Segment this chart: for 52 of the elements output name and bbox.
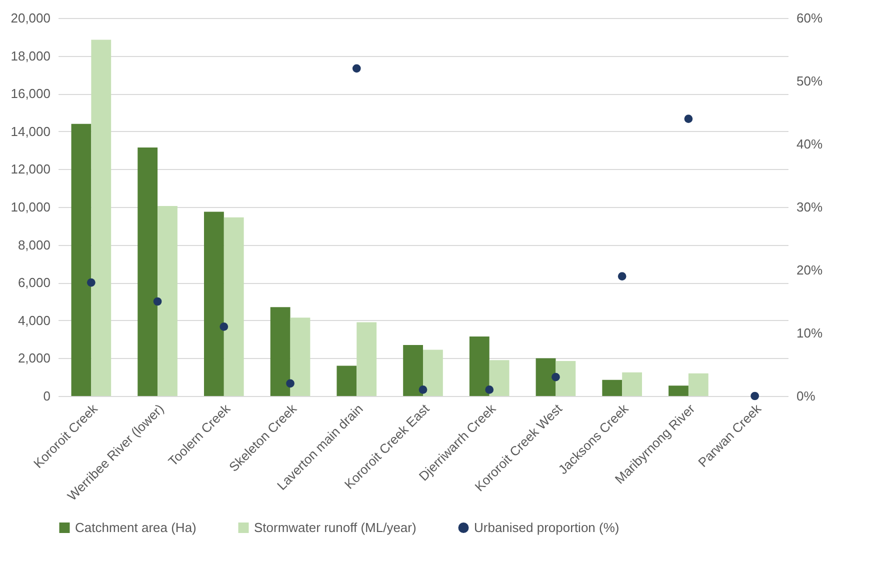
y2-tick-label: 30% xyxy=(796,200,823,214)
y-tick-label: 18,000 xyxy=(10,48,50,64)
bar xyxy=(138,147,158,396)
legend-label: Stormwater runoff (ML/year) xyxy=(254,520,416,535)
y-tick-label: 12,000 xyxy=(10,162,50,177)
bar xyxy=(403,344,423,396)
bar xyxy=(336,366,357,396)
y-tick-label: 20,000 xyxy=(10,10,50,26)
bar xyxy=(356,322,377,396)
bar xyxy=(489,360,510,396)
y-tick-label: 4,000 xyxy=(18,312,50,328)
point xyxy=(352,64,361,73)
y-tick-label: 2,000 xyxy=(18,350,50,366)
bar xyxy=(91,40,112,396)
legend-label: Catchment area (Ha) xyxy=(75,520,196,535)
bar xyxy=(204,212,224,396)
bar xyxy=(224,217,244,396)
bar xyxy=(602,380,622,396)
y2-tick-label: 60% xyxy=(796,10,823,26)
bar xyxy=(290,318,310,396)
point xyxy=(418,386,428,394)
bar xyxy=(270,307,290,396)
y2-tick-label: 10% xyxy=(796,326,823,340)
point xyxy=(750,392,759,400)
bar xyxy=(688,373,708,396)
y-tick-label: 10,000 xyxy=(10,200,50,214)
y-tick-label: 6,000 xyxy=(18,275,50,290)
bar xyxy=(469,336,490,396)
bar xyxy=(536,358,556,396)
point xyxy=(684,114,693,123)
y2-tick-label: 40% xyxy=(796,136,823,152)
legend-label: Urbanised proportion (%) xyxy=(474,520,620,535)
y-tick-label: 16,000 xyxy=(10,86,50,102)
y2-tick-label: 20% xyxy=(796,262,823,278)
bar xyxy=(71,124,92,396)
point xyxy=(618,272,626,280)
y2-tick-label: 0% xyxy=(796,388,816,404)
point xyxy=(286,379,294,388)
point xyxy=(87,278,96,287)
point xyxy=(552,372,560,382)
bar xyxy=(556,361,576,396)
bar xyxy=(622,372,642,396)
y-tick-label: 14,000 xyxy=(10,124,50,139)
y-tick-label: 0 xyxy=(43,388,50,404)
bar xyxy=(423,350,443,396)
bar xyxy=(158,206,178,396)
point xyxy=(485,386,494,394)
point xyxy=(220,322,228,331)
bar xyxy=(668,386,688,396)
y2-tick-label: 50% xyxy=(796,74,823,88)
y-tick-label: 8,000 xyxy=(18,237,50,252)
point xyxy=(153,297,162,306)
